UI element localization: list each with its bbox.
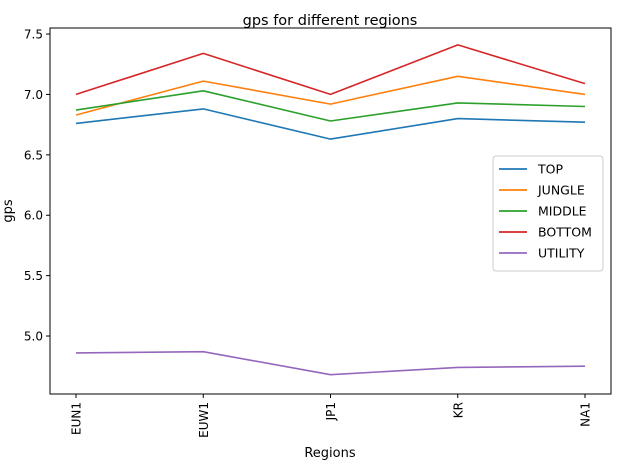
legend: TOP JUNGLE MIDDLE BOTTOM UTILITY (492, 155, 604, 272)
legend-box (492, 155, 604, 272)
x-tick-label: EUN1 (70, 402, 84, 435)
x-axis-label: Regions (304, 446, 356, 461)
y-tick-label: 5.0 (24, 330, 43, 344)
legend-label: MIDDLE (538, 204, 587, 219)
series-line-jungle (75, 75, 586, 116)
x-tick-label: JP1 (324, 402, 338, 421)
legend-label: TOP (537, 162, 563, 177)
y-axis-label: gps (1, 199, 16, 223)
chart-title: gps for different regions (243, 13, 418, 29)
x-tick-label: NA1 (579, 402, 593, 427)
x-tick-label: KR (451, 402, 465, 418)
y-tick-label: 7.0 (24, 88, 43, 102)
legend-label: UTILITY (538, 246, 585, 261)
series-line-middle (75, 90, 586, 122)
y-tick-label: 6.5 (24, 148, 43, 162)
series-line-bottom (75, 44, 586, 96)
x-tick-label: EUW1 (197, 402, 211, 438)
plot-area (75, 44, 586, 376)
legend-label: BOTTOM (538, 225, 592, 240)
y-axis: 5.0 5.5 6.0 6.5 7.0 7.5 (24, 28, 50, 344)
series-line-utility (75, 350, 586, 376)
y-tick-label: 6.0 (24, 209, 43, 223)
series-line-top (75, 108, 586, 140)
y-tick-label: 5.5 (24, 269, 43, 283)
x-axis: EUN1 EUW1 JP1 KR NA1 (70, 394, 593, 438)
legend-label: JUNGLE (537, 183, 585, 198)
y-tick-label: 7.5 (24, 28, 43, 42)
